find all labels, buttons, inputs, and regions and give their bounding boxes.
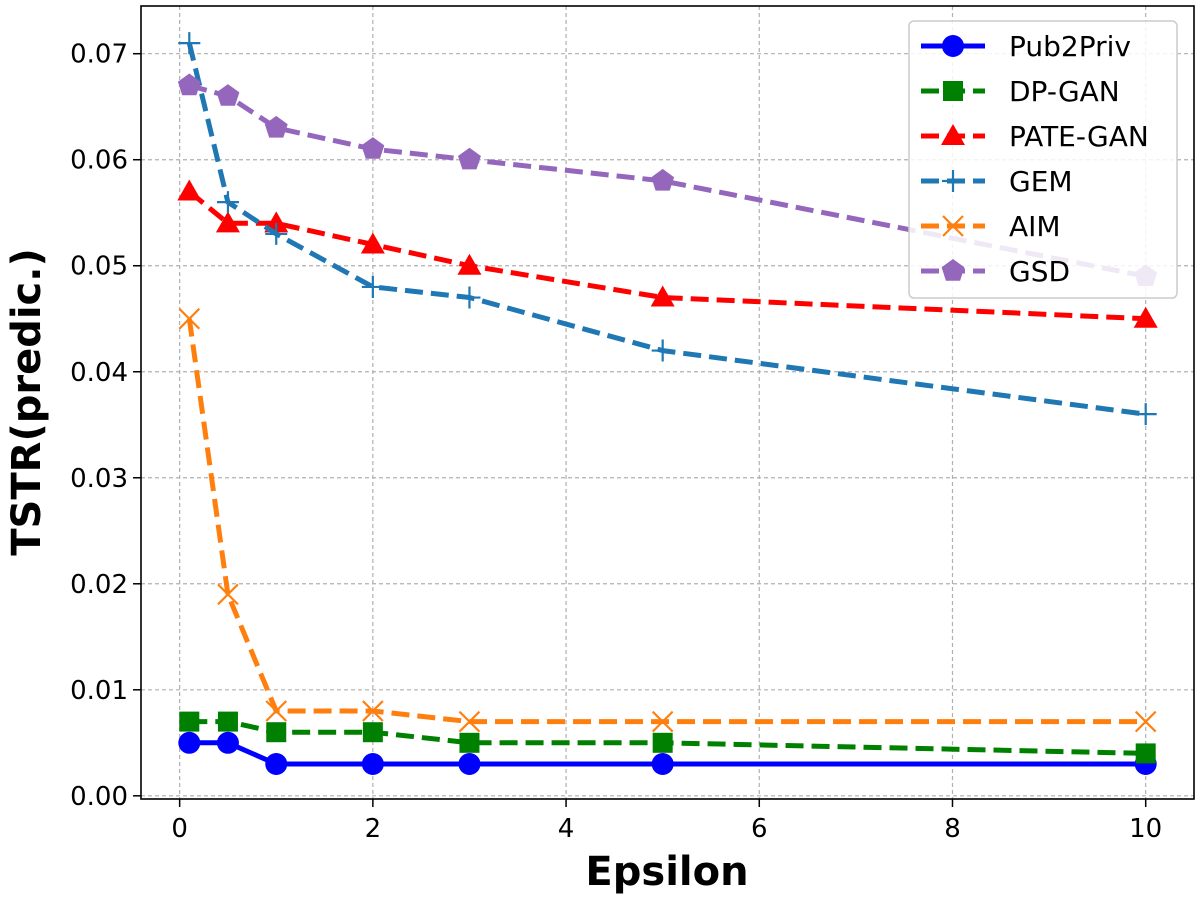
legend-item-gsd: GSD: [921, 255, 1070, 288]
legend-label: PATE-GAN: [1009, 120, 1149, 153]
data-point-pate-gan: [360, 232, 385, 254]
legend-marker: [943, 81, 963, 101]
series-dp-gan: [179, 711, 1156, 764]
y-axis: 0.00 0.01 0.02 0.03 0.04 0.05 0.06 0.07: [70, 40, 141, 812]
y-tick-label: 0.06: [70, 146, 128, 176]
data-point-aim: [217, 583, 239, 606]
y-tick-label: 0.00: [70, 782, 128, 812]
x-tick-label: 2: [365, 814, 382, 844]
data-point-gsd: [216, 84, 240, 106]
data-point-pub2priv: [216, 731, 239, 754]
series-aim: [178, 307, 1157, 733]
data-point-pate-gan: [650, 285, 675, 307]
legend-label: DP-GAN: [1009, 75, 1120, 108]
legend-item-dp-gan: DP-GAN: [921, 75, 1120, 108]
data-point-gem: [361, 275, 384, 298]
y-tick-label: 0.04: [70, 358, 128, 388]
data-point-gsd: [361, 137, 385, 159]
legend-item-pate-gan: PATE-GAN: [921, 120, 1149, 153]
data-point-dp-gan: [1135, 743, 1156, 764]
data-point-dp-gan: [362, 722, 383, 743]
data-point-pub2priv: [178, 731, 201, 754]
x-axis: 0 2 4 6 8 10: [171, 799, 1162, 844]
data-point-gem: [216, 191, 239, 214]
data-point-pub2priv: [651, 753, 674, 776]
y-tick-label: 0.02: [70, 570, 128, 600]
data-point-aim: [458, 710, 481, 733]
legend-marker: [942, 35, 964, 57]
data-point-pate-gan: [457, 253, 482, 275]
y-tick-label: 0.05: [70, 252, 128, 282]
data-point-aim: [178, 307, 201, 330]
data-point-pub2priv: [458, 753, 481, 776]
data-point-gsd: [177, 73, 201, 96]
data-point-pate-gan: [177, 179, 202, 201]
data-point-gem: [178, 32, 201, 55]
y-tick-label: 0.07: [70, 40, 128, 70]
legend: Pub2Priv DP-GAN PATE-GAN GEM AIM GSD: [908, 20, 1178, 299]
data-point-gem: [458, 286, 481, 309]
data-point-dp-gan: [459, 732, 480, 753]
legend-marker: [942, 215, 964, 237]
series-layer: [177, 32, 1158, 776]
data-point-dp-gan: [652, 732, 673, 753]
x-tick-label: 8: [944, 814, 961, 844]
legend-label: GSD: [1009, 255, 1070, 288]
data-point-pub2priv: [265, 753, 288, 776]
legend-marker: [941, 124, 965, 145]
data-point-dp-gan: [179, 711, 200, 732]
legend-marker: [941, 259, 965, 281]
data-point-pate-gan: [1133, 306, 1158, 328]
series-gsd: [177, 73, 1158, 286]
data-point-dp-gan: [266, 722, 287, 743]
data-point-gem: [1134, 403, 1157, 426]
legend-item-pub2priv: Pub2Priv: [921, 30, 1131, 63]
data-point-aim: [265, 700, 288, 722]
data-point-gsd: [264, 115, 288, 138]
data-point-gsd: [458, 147, 481, 170]
legend-label: Pub2Priv: [1009, 30, 1131, 63]
data-point-gem: [651, 339, 674, 362]
legend-label: AIM: [1009, 210, 1061, 243]
x-axis-title: Epsilon: [585, 849, 748, 895]
y-tick-label: 0.01: [70, 676, 128, 706]
data-point-gem: [265, 222, 288, 245]
data-point-gsd: [651, 168, 675, 191]
x-tick-label: 0: [171, 814, 188, 844]
data-point-pub2priv: [361, 753, 384, 776]
data-point-aim: [651, 710, 674, 733]
data-point-pate-gan: [215, 211, 240, 233]
legend-label: GEM: [1009, 165, 1073, 198]
legend-item-gem: GEM: [921, 165, 1073, 198]
x-tick-label: 4: [558, 814, 575, 844]
x-tick-label: 6: [751, 814, 768, 844]
legend-marker: [942, 170, 964, 192]
data-point-aim: [362, 700, 384, 722]
series-gem: [178, 32, 1157, 426]
y-tick-label: 0.03: [70, 464, 128, 494]
x-tick-label: 10: [1129, 814, 1162, 844]
plot-frame: [140, 5, 1195, 800]
y-axis-title: TSTR(predic.): [4, 248, 50, 555]
data-point-dp-gan: [217, 711, 238, 732]
data-point-aim: [1134, 710, 1157, 733]
legend-item-aim: AIM: [921, 210, 1061, 243]
